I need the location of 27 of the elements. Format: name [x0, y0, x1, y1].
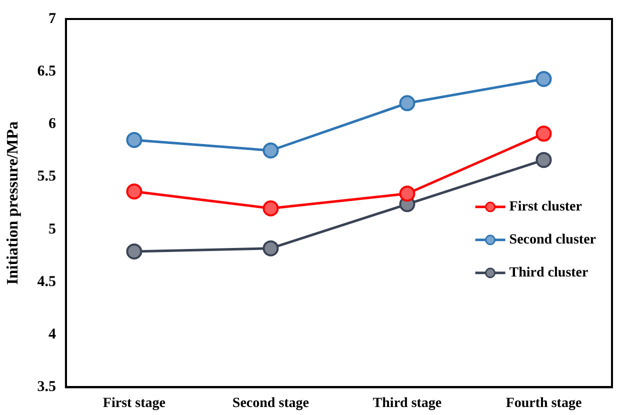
- y-tick-label: 7: [48, 10, 56, 27]
- x-tick-label: Fourth stage: [506, 396, 582, 412]
- point: [536, 70, 552, 87]
- y-tick-label: 6.5: [37, 63, 56, 80]
- point: [536, 152, 552, 168]
- y-tick-label: 4.5: [37, 274, 56, 290]
- y-tick-label: 6: [48, 116, 56, 132]
- point: [536, 126, 552, 142]
- point: [126, 132, 142, 148]
- y-tick-label: 4: [48, 326, 56, 342]
- point: [262, 240, 279, 256]
- point: [262, 142, 279, 158]
- y-tick-label: 3.5: [37, 379, 56, 396]
- point: [399, 95, 416, 112]
- point: [262, 200, 279, 216]
- x-tick-label: First stage: [102, 396, 166, 412]
- y-tick-label: 5: [48, 221, 56, 238]
- x-tick-label: Third stage: [372, 396, 442, 412]
- point: [126, 184, 142, 200]
- y-tick-label: 5.5: [37, 168, 56, 185]
- point: [399, 186, 416, 202]
- x-tick-label: Second stage: [232, 396, 310, 412]
- y-axis-title: Initiation pressure/MPa: [4, 121, 22, 285]
- legend-label: Second cluster: [509, 232, 596, 248]
- point: [126, 243, 142, 260]
- legend-label: First cluster: [509, 200, 582, 215]
- legend-label: Third cluster: [509, 266, 588, 281]
